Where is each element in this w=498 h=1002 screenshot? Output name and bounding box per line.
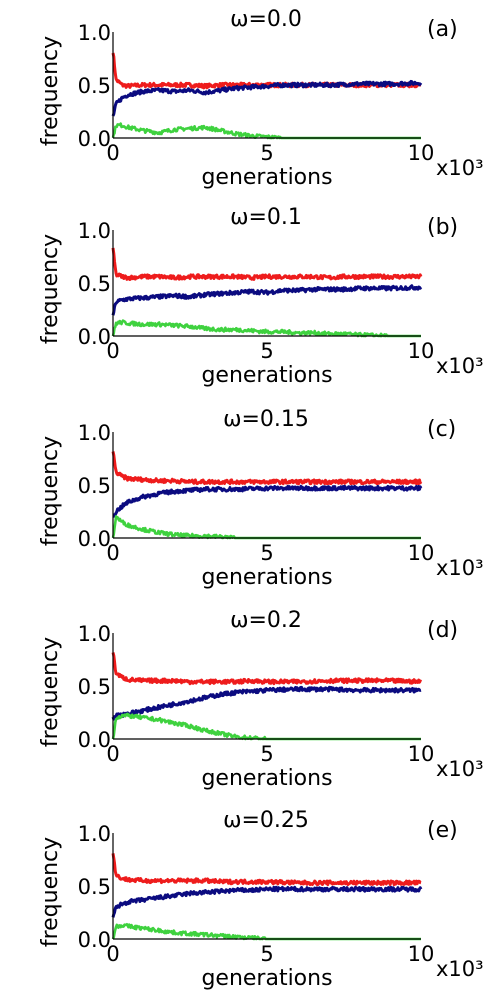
- panel-label: (c): [427, 417, 456, 442]
- x-multiplier: x10³: [436, 354, 484, 378]
- y-tick-label: 0.5: [78, 675, 111, 699]
- series-line-1: [111, 685, 422, 721]
- panel-label: (a): [427, 17, 458, 42]
- x-multiplier: x10³: [436, 556, 484, 580]
- series-line-0: [111, 52, 422, 90]
- panel-title: ω=0.15: [223, 407, 309, 432]
- x-multiplier: x10³: [436, 957, 484, 981]
- y-tick-label: 0.5: [78, 474, 111, 498]
- series-line-0: [111, 652, 423, 686]
- series-line-2: [111, 923, 422, 941]
- y-axis-label: frequency: [38, 837, 63, 947]
- x-tick-label: 5: [260, 942, 273, 966]
- x-tick-label: 0: [106, 141, 119, 165]
- panel-label: (e): [427, 818, 458, 843]
- y-tick-label: 1.0: [78, 219, 111, 243]
- x-axis-label: generations: [201, 165, 332, 190]
- y-tick-label: 0.5: [78, 875, 111, 899]
- series-line-2: [111, 319, 422, 338]
- x-tick-label: 10: [408, 141, 435, 165]
- x-tick-label: 10: [408, 942, 435, 966]
- panel-title: ω=0.2: [230, 608, 302, 633]
- y-axis-label: frequency: [38, 637, 63, 747]
- y-tick-label: 0.0: [78, 127, 111, 151]
- x-multiplier: x10³: [436, 757, 484, 781]
- panel-title: ω=0.25: [223, 808, 309, 833]
- series-line-2: [111, 515, 422, 540]
- x-tick-label: 0: [106, 742, 119, 766]
- panel-title: ω=0.0: [230, 7, 302, 32]
- y-axis-label: frequency: [38, 436, 63, 546]
- x-axis-label: generations: [201, 363, 332, 388]
- series-line-1: [111, 79, 423, 117]
- y-tick-label: 1.0: [78, 421, 111, 445]
- x-tick-label: 5: [260, 339, 273, 363]
- x-tick-label: 10: [408, 541, 435, 565]
- x-tick-label: 10: [408, 339, 435, 363]
- series-line-1: [112, 484, 423, 518]
- x-tick-label: 0: [106, 339, 119, 363]
- panel-title: ω=0.1: [230, 205, 302, 230]
- y-tick-label: 1.0: [78, 822, 111, 846]
- y-tick-label: 1.0: [78, 21, 111, 45]
- x-tick-label: 0: [106, 541, 119, 565]
- x-tick-label: 5: [260, 742, 273, 766]
- x-tick-label: 10: [408, 742, 435, 766]
- y-tick-label: 0.0: [78, 325, 111, 349]
- y-tick-label: 1.0: [78, 622, 111, 646]
- x-axis-label: generations: [201, 766, 332, 791]
- x-tick-label: 5: [260, 541, 273, 565]
- y-tick-label: 0.0: [78, 728, 111, 752]
- series-line-0: [111, 247, 423, 281]
- panel-label: (b): [427, 215, 458, 240]
- series-line-2: [111, 712, 422, 741]
- series-line-1: [111, 885, 423, 918]
- y-tick-label: 0.5: [78, 74, 111, 98]
- y-axis-label: frequency: [38, 36, 63, 146]
- y-axis-label: frequency: [38, 234, 63, 344]
- x-multiplier: x10³: [436, 156, 484, 180]
- series-line-1: [111, 284, 423, 316]
- panel-label: (d): [427, 618, 458, 643]
- x-tick-label: 5: [260, 141, 273, 165]
- series-line-0: [111, 451, 423, 486]
- x-tick-label: 0: [106, 942, 119, 966]
- series-line-2: [111, 122, 422, 140]
- series-line-0: [111, 853, 422, 887]
- y-tick-label: 0.0: [78, 527, 111, 551]
- y-tick-label: 0.5: [78, 272, 111, 296]
- y-tick-label: 0.0: [78, 928, 111, 952]
- x-axis-label: generations: [201, 565, 332, 590]
- x-axis-label: generations: [201, 966, 332, 991]
